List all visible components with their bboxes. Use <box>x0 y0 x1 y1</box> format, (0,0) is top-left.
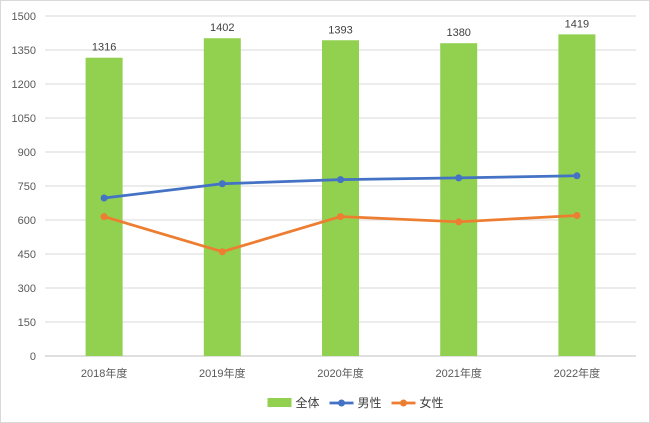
bar <box>558 34 596 357</box>
legend-swatch <box>267 398 292 407</box>
legend-label: 全体 <box>296 395 320 410</box>
y-tick-label: 600 <box>18 215 36 227</box>
data-point <box>455 218 463 226</box>
x-tick-label: 2018年度 <box>81 366 127 380</box>
data-label: 1393 <box>328 24 352 36</box>
data-point <box>218 180 226 188</box>
bar <box>203 38 241 357</box>
y-tick-label: 1200 <box>12 79 36 91</box>
y-tick-label: 1500 <box>12 11 36 23</box>
y-tick-label: 300 <box>18 283 36 295</box>
data-point <box>100 213 108 221</box>
y-tick-label: 750 <box>18 181 36 193</box>
x-tick-label: 2020年度 <box>317 366 363 380</box>
data-point <box>573 172 581 180</box>
x-tick-label: 2019年度 <box>199 366 245 380</box>
y-tick-label: 450 <box>18 249 36 261</box>
x-tick-label: 2022年度 <box>554 366 600 380</box>
bar <box>440 43 478 356</box>
x-axis: 2018年度 2019年度 2020年度 2021年度 2022年度 <box>81 366 600 380</box>
legend-marker <box>338 399 345 407</box>
legend: 全体 男性 女性 <box>267 395 444 410</box>
legend-label: 男性 <box>358 396 382 410</box>
legend-marker <box>400 399 407 407</box>
bar-series: 1316 1402 1393 1380 1419 <box>85 18 596 357</box>
data-point <box>337 176 344 184</box>
y-tick-label: 1350 <box>12 45 36 57</box>
data-point <box>100 194 108 202</box>
y-axis: 0 150 300 450 600 750 900 1050 1200 1350 1500 <box>12 11 36 363</box>
data-point <box>218 248 226 256</box>
data-point <box>573 211 581 219</box>
data-label: 1316 <box>92 42 116 54</box>
y-tick-label: 900 <box>18 147 36 159</box>
bar <box>322 40 359 357</box>
legend-label: 女性 <box>420 395 444 410</box>
bar <box>85 57 123 356</box>
data-label: 1419 <box>565 18 589 30</box>
data-label: 1402 <box>210 22 234 34</box>
y-tick-label: 0 <box>30 351 36 363</box>
data-point <box>455 174 463 182</box>
line-series <box>100 172 581 256</box>
x-tick-label: 2021年度 <box>435 366 481 380</box>
data-point <box>337 213 344 221</box>
data-label: 1380 <box>446 27 470 39</box>
y-tick-label: 150 <box>18 317 36 329</box>
y-tick-label: 1050 <box>12 113 36 125</box>
